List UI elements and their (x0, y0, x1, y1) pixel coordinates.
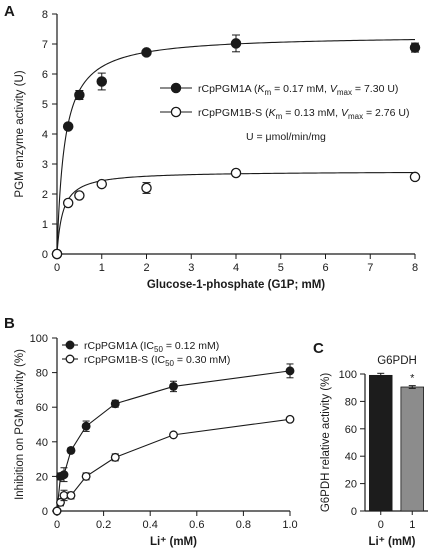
y-tick-label: 4 (42, 129, 48, 141)
data-point-series-2 (230, 167, 242, 179)
legend-marker (170, 106, 182, 118)
data-point-series-1 (59, 470, 69, 480)
x-tick-label: 2 (143, 262, 149, 274)
y-tick-label: 80 (345, 396, 357, 408)
data-point-series-2 (52, 506, 62, 516)
data-point-series-1 (66, 446, 76, 455)
annotation-units: U = μmol/min/mg (246, 131, 326, 143)
legend-label: rCpPGM1A (Km = 0.17 mM, Vmax = 7.30 U) (198, 83, 398, 97)
data-point-series-1 (169, 381, 178, 391)
y-tick-label: 0 (42, 249, 48, 261)
x-tick-label: 0.4 (143, 519, 158, 531)
x-tick-label: 6 (322, 262, 328, 274)
x-tick-label: 5 (278, 262, 284, 274)
y-tick-label: 20 (345, 479, 357, 491)
y-tick-label: 2 (42, 189, 48, 201)
y-tick-label: 0 (42, 506, 48, 518)
x-tick-label: 8 (412, 262, 418, 274)
panel-letter-b: B (4, 315, 15, 332)
y-tick-label: 80 (36, 368, 48, 380)
data-point-series-2 (141, 182, 152, 194)
x-tick-label: 3 (188, 262, 194, 274)
y-tick-label: 8 (42, 9, 48, 21)
data-point-series-2 (285, 414, 295, 424)
legend-label: rCpPGM1B-S (IC50 = 0.30 mM) (84, 354, 230, 368)
y-tick-label: 100 (339, 369, 357, 381)
legend-marker (65, 340, 75, 350)
data-point-series-1 (96, 76, 108, 87)
data-point-series-2 (96, 178, 108, 190)
error-bar (408, 385, 416, 389)
x-tick-label: 1 (99, 262, 105, 274)
data-point-series-1 (230, 38, 242, 49)
y-tick-label: 60 (36, 402, 48, 414)
y-tick-label: 40 (36, 437, 48, 449)
legend-marker (170, 82, 182, 94)
legend-label: rCpPGM1A (IC50 = 0.12 mM) (84, 340, 219, 354)
x-tick-label: 4 (233, 262, 239, 274)
x-axis-title: Li⁺ (mM) (150, 536, 197, 548)
data-point-series-1 (74, 89, 85, 101)
x-tick-label: 0 (378, 519, 384, 531)
x-tick-label: 0.6 (189, 519, 204, 531)
y-axis-title: PGM enzyme activity (U) (14, 70, 26, 197)
data-point-series-2 (62, 197, 74, 209)
data-point-series-1 (285, 366, 295, 376)
bar-0 (369, 374, 393, 512)
data-point-series-2 (81, 471, 91, 481)
significance-marker: * (410, 373, 415, 385)
x-tick-label: 1 (409, 519, 415, 531)
bar-1 (400, 386, 424, 512)
data-point-series-1 (62, 121, 74, 132)
data-point-series-2 (66, 490, 76, 500)
data-point-series-2 (51, 248, 63, 260)
chart-b: 0 20 40 60 80 100 0 0.2 0.4 0.6 0.8 1.0 Li⁺ (mM) Inhi… (14, 333, 298, 548)
chart-title: G6PDH (377, 355, 417, 367)
legend-label: rCpPGM1B-S (Km = 0.13 mM, Vmax = 2.76 U) (198, 107, 409, 121)
y-tick-label: 6 (42, 69, 48, 81)
y-axis-title: Inhibition on PGM activity (%) (14, 349, 26, 500)
data-point-series-1 (409, 42, 421, 53)
x-tick-label: 0 (54, 262, 60, 274)
fit-curve-series-1 (56, 39, 416, 255)
y-axis-title: G6PDH relative activity (%) (320, 373, 332, 512)
data-point-series-1 (81, 421, 91, 431)
legend-marker (65, 354, 75, 364)
y-tick-label: 3 (42, 159, 48, 171)
y-tick-label: 0 (351, 506, 357, 518)
panel-letter-c: C (313, 340, 324, 357)
y-tick-label: 20 (36, 471, 48, 483)
data-point-series-1 (141, 47, 152, 58)
data-point-series-1 (110, 399, 120, 409)
data-point-series-2 (110, 452, 120, 462)
data-point-series-2 (409, 171, 421, 183)
y-tick-label: 40 (345, 451, 357, 463)
chart-a: 0 1 2 3 4 5 6 7 8 0 1 2 3 4 5 6 7 8 Glucose-1-phosphate (G… (14, 9, 421, 291)
y-tick-label: 1 (42, 219, 48, 231)
y-tick-label: 7 (42, 39, 48, 51)
x-axis-title: Li⁺ (mM) (369, 536, 416, 548)
x-tick-label: 7 (367, 262, 373, 274)
data-point-series-2 (74, 190, 85, 201)
panel-letter-a: A (4, 3, 15, 20)
chart-c: 0 20 40 60 80 100 G6PDH G6PDH relative activity… (320, 355, 428, 548)
x-tick-label: 0 (54, 519, 60, 531)
x-tick-label: 1.0 (282, 519, 297, 531)
fit-curve-series-2 (56, 171, 416, 255)
x-tick-label: 0.8 (236, 519, 251, 531)
y-tick-label: 100 (30, 333, 48, 345)
y-tick-label: 60 (345, 424, 357, 436)
error-bar (377, 372, 385, 378)
data-point-series-2 (169, 430, 178, 440)
x-tick-label: 0.2 (96, 519, 111, 531)
x-axis-title: Glucose-1-phosphate (G1P; mM) (147, 279, 325, 291)
y-tick-label: 5 (42, 99, 48, 111)
